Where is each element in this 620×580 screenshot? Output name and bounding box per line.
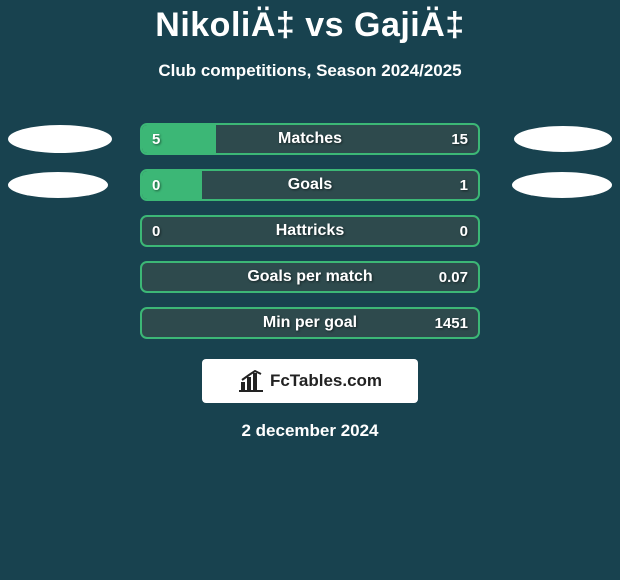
date-label: 2 december 2024 xyxy=(241,421,378,441)
page-subtitle: Club competitions, Season 2024/2025 xyxy=(158,61,461,81)
stat-label: Goals per match xyxy=(142,263,478,291)
stat-label: Goals xyxy=(142,171,478,199)
stat-bar: 01Goals xyxy=(140,169,480,201)
attribution-text: FcTables.com xyxy=(270,371,382,391)
stats-card: NikoliÄ‡ vs GajiÄ‡ Club competitions, Se… xyxy=(0,0,620,441)
stat-label: Hattricks xyxy=(142,217,478,245)
stat-bar: 0.07Goals per match xyxy=(140,261,480,293)
stat-row: 00Hattricks xyxy=(0,215,620,247)
page-title: NikoliÄ‡ vs GajiÄ‡ xyxy=(155,6,464,45)
stat-label: Matches xyxy=(142,125,478,153)
player-left-ellipse xyxy=(8,172,108,198)
stat-bar: 00Hattricks xyxy=(140,215,480,247)
stat-row: 0.07Goals per match xyxy=(0,261,620,293)
bar-chart-icon xyxy=(238,370,264,392)
attribution-badge: FcTables.com xyxy=(202,359,418,403)
stat-row: 01Goals xyxy=(0,169,620,201)
stat-bar: 515Matches xyxy=(140,123,480,155)
player-right-ellipse xyxy=(514,126,612,152)
player-left-ellipse xyxy=(8,125,112,153)
stat-label: Min per goal xyxy=(142,309,478,337)
player-right-ellipse xyxy=(512,172,612,198)
stat-row: 1451Min per goal xyxy=(0,307,620,339)
stats-rows: 515Matches 01Goals 00Hattricks 0.07Goals pe… xyxy=(0,123,620,339)
stat-bar: 1451Min per goal xyxy=(140,307,480,339)
stat-row: 515Matches xyxy=(0,123,620,155)
